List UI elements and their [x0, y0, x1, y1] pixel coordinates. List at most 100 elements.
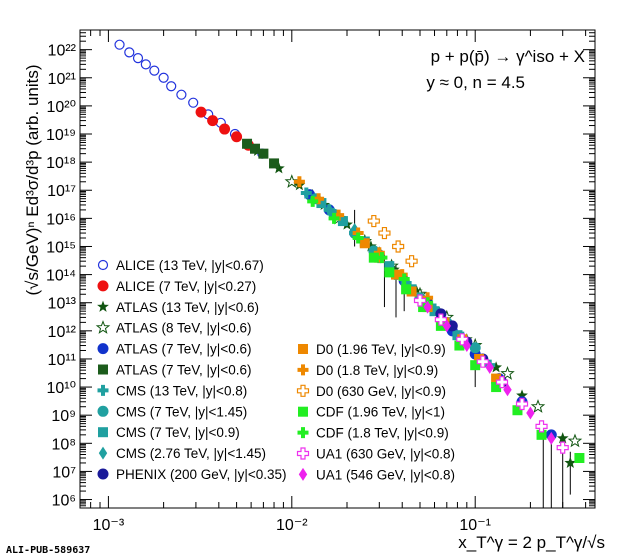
marker [297, 364, 309, 376]
marker [242, 138, 253, 149]
marker [297, 427, 309, 439]
marker [298, 406, 308, 417]
marker [325, 203, 334, 217]
marker [474, 353, 485, 364]
marker [352, 232, 364, 244]
y-tick-label: 10¹¹ [48, 352, 76, 369]
marker [536, 429, 547, 440]
data-points [114, 39, 585, 468]
legend-entry: ALICE (13 TeV, |y|<0.67) [97, 258, 264, 273]
legend-label: ATLAS (8 TeV, |y|<0.6) [116, 321, 251, 336]
marker [405, 255, 418, 268]
marker [574, 453, 585, 464]
legend-entry: PHENIX (200 GeV, |y|<0.35) [97, 467, 286, 482]
marker [547, 431, 556, 445]
marker [298, 467, 308, 481]
marker [526, 406, 535, 420]
marker [376, 252, 388, 264]
y-tick-label: 10⁹ [51, 408, 76, 425]
marker [512, 405, 523, 416]
legend-entry: CMS (7 TeV, |y|<0.9) [98, 425, 240, 440]
marker [418, 302, 429, 313]
marker [98, 446, 108, 460]
legend-entry: D0 (1.8 TeV, |y|<0.9) [297, 363, 438, 378]
marker [316, 198, 327, 209]
legend-entry: D0 (1.96 TeV, |y|<0.9) [298, 342, 446, 357]
marker [300, 187, 312, 199]
marker [476, 355, 489, 368]
marker [530, 399, 546, 413]
marker [442, 319, 451, 333]
legend-entry: ALICE (7 TeV, |y|<0.27) [97, 279, 256, 294]
legend-label: PHENIX (200 GeV, |y|<0.35) [116, 467, 286, 482]
marker [176, 89, 187, 100]
marker [328, 212, 340, 224]
legend-label: D0 (1.8 TeV, |y|<0.9) [316, 363, 438, 378]
legend-entry: CMS (7 TeV, |y|<1.45) [97, 404, 247, 419]
marker [231, 131, 243, 143]
y-axis-label: (√s/GeV)ⁿ Ed³σ/d³p (arb. units) [23, 64, 42, 295]
marker [95, 320, 111, 334]
legend-label: ATLAS (13 TeV, |y|<0.6) [116, 300, 259, 315]
marker [516, 389, 528, 401]
marker [434, 313, 447, 326]
marker [166, 81, 177, 92]
series-5 [242, 138, 280, 169]
series-14 [368, 252, 585, 464]
marker [97, 405, 109, 417]
legend-label: CDF (1.8 TeV, |y|<0.9) [316, 426, 449, 441]
marker [556, 432, 569, 444]
plot-annotation: p + p(p̄) → γ^iso + X y ≈ 0, n = 4.5 [426, 47, 585, 92]
annotation-line-1: p + p(p̄) → γ^iso + X [431, 47, 585, 66]
legend-label: CDF (1.96 TeV, |y|<1) [316, 405, 445, 420]
x-axis-label: x_T^γ = 2 p_T^γ/√s [458, 533, 605, 552]
marker [391, 269, 402, 280]
marker [413, 294, 427, 307]
y-axis-ticks: 10⁶ 10⁷ 10⁸ 10⁹ 10¹⁰ 10¹¹ 10¹² 10¹³ 10¹⁴ 10¹⁵ 10¹⁶… [46, 29, 595, 510]
legend-label: ALICE (7 TeV, |y|<0.27) [116, 279, 256, 294]
marker [469, 342, 481, 354]
legend-entry: ATLAS (7 TeV, |y|<0.6) [98, 363, 251, 378]
marker [491, 382, 502, 393]
annotation-line-2: y ≈ 0, n = 4.5 [426, 73, 525, 92]
marker [423, 300, 432, 314]
legend-label: ALICE (13 TeV, |y|<0.67) [116, 258, 264, 273]
marker [98, 427, 108, 438]
marker [503, 383, 512, 397]
marker [406, 286, 417, 297]
marker [392, 240, 405, 253]
marker [567, 433, 583, 448]
legend-label: CMS (2.76 TeV, |y|<1.45) [116, 446, 266, 461]
watermark: ALI-PUB-589637 [6, 545, 90, 556]
legend-label: CMS (7 TeV, |y|<1.45) [116, 404, 247, 419]
marker [485, 360, 494, 374]
marker [258, 148, 269, 159]
marker [114, 39, 125, 50]
marker [373, 247, 385, 259]
marker [97, 280, 109, 292]
marker [515, 397, 529, 411]
marker [97, 259, 109, 271]
marker [296, 447, 310, 460]
marker [556, 441, 569, 454]
marker [293, 176, 305, 188]
marker [333, 209, 345, 221]
marker [495, 376, 509, 389]
marker [124, 47, 135, 58]
y-tick-label: 10⁷ [52, 464, 76, 481]
marker [359, 238, 370, 249]
plot-frame [79, 29, 596, 509]
marker [313, 193, 325, 205]
marker [398, 273, 410, 285]
marker [97, 384, 109, 396]
legend-entry: UA1 (630 GeV, |y|<0.8) [296, 447, 455, 462]
legend-entry: UA1 (546 GeV, |y|<0.8) [298, 467, 455, 482]
y-tick-label: 10²⁰ [46, 99, 76, 116]
marker [97, 343, 109, 355]
marker [435, 320, 446, 331]
marker [368, 252, 379, 263]
y-tick-label: 10⁸ [51, 436, 76, 453]
legend-entry: ATLAS (7 TeV, |y|<0.6) [97, 342, 251, 357]
series-16 [413, 294, 569, 454]
